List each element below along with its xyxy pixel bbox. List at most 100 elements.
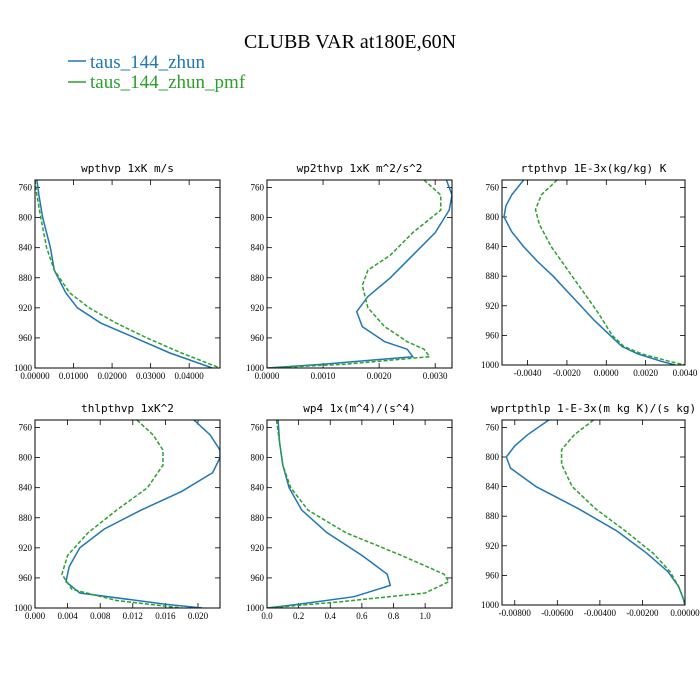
x-tick-label: 0.00000 xyxy=(670,608,700,618)
y-tick-label: 840 xyxy=(486,482,500,492)
y-tick-label: 880 xyxy=(251,273,265,283)
y-tick-label: 800 xyxy=(486,452,500,462)
y-tick-label: 760 xyxy=(19,183,33,193)
x-tick-label: 0.03000 xyxy=(136,371,166,381)
panel-title: wp4 1x(m^4)/(s^4) xyxy=(303,402,416,415)
series-line-2 xyxy=(534,180,685,365)
y-tick-label: 920 xyxy=(486,541,500,551)
x-tick-label: 0.0 xyxy=(261,611,273,621)
legend: taus_144_zhun taus_144_zhun_pmf xyxy=(68,52,246,93)
panel-6: wprtpthlp 1-E-3x(m kg K)/(s kg) 760 800 840… xyxy=(481,402,700,618)
y-tick-label: 760 xyxy=(251,423,265,433)
y-tick-label: 880 xyxy=(486,511,500,521)
x-tick-label: 0.0000 xyxy=(255,371,280,381)
x-tick-label: 0.01000 xyxy=(59,371,89,381)
legend-label-1: taus_144_zhun xyxy=(90,52,206,73)
y-tick-label: 920 xyxy=(251,303,265,313)
panel-title: wpthvp 1xK m/s xyxy=(81,162,174,175)
y-tick-label: 880 xyxy=(19,273,33,283)
plot-frame xyxy=(34,179,221,369)
y-tick-label: 760 xyxy=(251,183,265,193)
series-line-1 xyxy=(267,180,452,368)
panels: wpthvp 1xK m/s76080084088092096010000.00… xyxy=(14,162,700,621)
y-tick-label: 960 xyxy=(251,333,265,343)
series-line-1 xyxy=(505,420,685,605)
y-tick-label: 800 xyxy=(19,213,33,223)
y-tick-label: 920 xyxy=(251,543,265,553)
y-tick-label: 960 xyxy=(486,570,500,580)
x-tick-label: 0.000 xyxy=(25,611,46,621)
y-tick-label: 960 xyxy=(486,330,500,340)
x-tick-label: 0.4 xyxy=(325,611,337,621)
x-tick-label: 0.0000 xyxy=(594,368,619,378)
panel-2: wp2thvp 1xK m^2/s^2 760 800 840 880 920 960 100… xyxy=(246,162,453,381)
x-tick-label: 0.00000 xyxy=(20,371,50,381)
y-tick-label: 920 xyxy=(486,301,500,311)
x-tick-label: 0.004 xyxy=(57,611,78,621)
legend-label-2: taus_144_zhun_pmf xyxy=(90,72,246,93)
y-tick-label: 840 xyxy=(19,483,33,493)
x-tick-label: 0.0020 xyxy=(633,368,658,378)
y-tick-label: 960 xyxy=(19,573,33,583)
figure-title: CLUBB VAR at180E,60N xyxy=(244,31,456,53)
plot-frame xyxy=(501,179,686,366)
y-tick-label: 840 xyxy=(486,242,500,252)
series-line-2 xyxy=(35,180,220,368)
x-tick-label: -0.0020 xyxy=(553,368,581,378)
y-tick-label: 800 xyxy=(486,212,500,222)
series-line-1 xyxy=(36,180,213,368)
x-tick-label: 0.0010 xyxy=(311,371,336,381)
y-tick-label: 760 xyxy=(486,182,500,192)
panel-1: wpthvp 1xK m/s 760 800 840 880 920 960 10000.00… xyxy=(14,162,221,381)
y-tick-label: 760 xyxy=(19,423,33,433)
y-tick-label: 800 xyxy=(19,453,33,463)
x-tick-label: 0.8 xyxy=(388,611,400,621)
x-tick-label: 0.0030 xyxy=(423,371,448,381)
y-tick-label: 960 xyxy=(251,573,265,583)
y-tick-label: 840 xyxy=(19,243,33,253)
x-tick-label: 0.04000 xyxy=(175,371,205,381)
x-tick-label: -0.00200 xyxy=(626,608,659,618)
x-tick-label: -0.0040 xyxy=(514,368,542,378)
y-tick-label: 800 xyxy=(251,213,265,223)
y-tick-label: 920 xyxy=(19,303,33,313)
panel-4: thlpthvp 1xK^276080084088092096010000.00… xyxy=(14,402,221,621)
x-tick-label: 0.020 xyxy=(188,611,209,621)
y-tick-label: 960 xyxy=(19,333,33,343)
x-tick-label: -0.00600 xyxy=(541,608,574,618)
y-tick-label: 1000 xyxy=(481,600,500,610)
x-tick-label: -0.00400 xyxy=(584,608,617,618)
x-tick-label: 0.016 xyxy=(155,611,176,621)
x-tick-label: 0.008 xyxy=(90,611,111,621)
panel-title: wprtpthlp 1-E-3x(m kg K)/(s kg) xyxy=(491,402,696,415)
panel-3: rtpthvp 1E-3x(kg/kg) K 760 800 840 880 920 960… xyxy=(481,162,698,378)
series-line-2 xyxy=(61,420,182,608)
y-tick-label: 1000 xyxy=(246,603,265,613)
panel-5: wp4 1x(m^4)/(s^4)76080084088092096010000… xyxy=(246,402,453,621)
y-tick-label: 800 xyxy=(251,453,265,463)
y-tick-label: 920 xyxy=(19,543,33,553)
plot-frame xyxy=(266,179,453,369)
x-tick-label: 0.0020 xyxy=(367,371,392,381)
plot-frame xyxy=(501,419,686,606)
x-tick-label: 1.0 xyxy=(419,611,431,621)
series-line-2 xyxy=(560,420,685,605)
y-tick-label: 880 xyxy=(486,271,500,281)
y-tick-label: 880 xyxy=(251,513,265,523)
plot-frame xyxy=(266,419,453,609)
y-tick-label: 1000 xyxy=(481,360,500,370)
panel-title: rtpthvp 1E-3x(kg/kg) K xyxy=(521,162,667,175)
plot-frame xyxy=(34,419,221,609)
y-tick-label: 840 xyxy=(251,483,265,493)
panel-title: thlpthvp 1xK^2 xyxy=(81,402,174,415)
series-line-1 xyxy=(65,420,220,608)
y-tick-label: 1000 xyxy=(246,363,265,373)
x-tick-label: 0.02000 xyxy=(97,371,127,381)
y-tick-label: 1000 xyxy=(14,603,33,613)
x-tick-label: 0.6 xyxy=(356,611,368,621)
y-tick-label: 880 xyxy=(19,513,33,523)
panel-title: wp2thvp 1xK m^2/s^2 xyxy=(297,162,423,175)
y-tick-label: 760 xyxy=(486,422,500,432)
x-tick-label: 0.0040 xyxy=(673,368,698,378)
